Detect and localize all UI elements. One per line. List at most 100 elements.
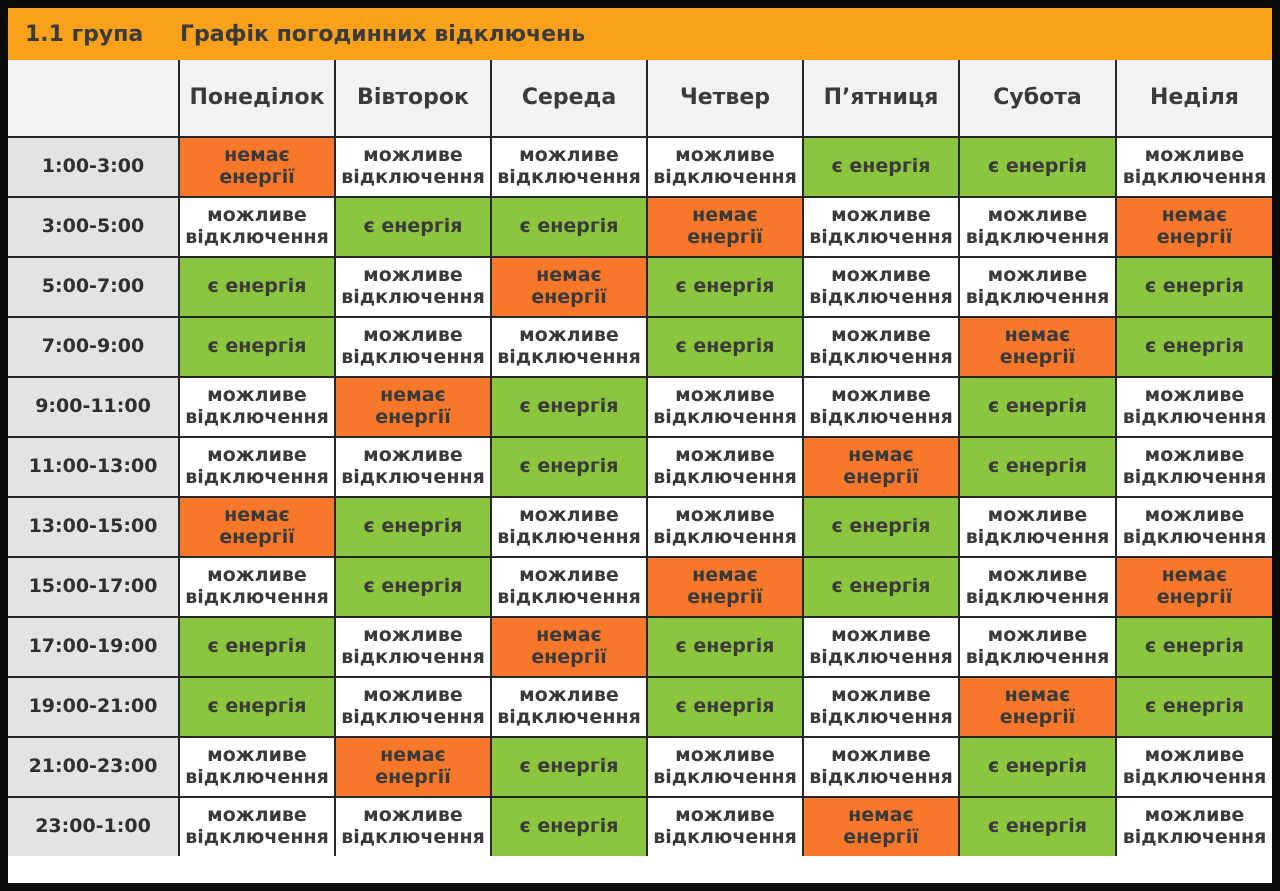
- status-text-line1: можливе: [1144, 384, 1245, 407]
- status-cell-maybe: можливе відключення: [490, 136, 648, 198]
- status-text-line1: немає: [692, 564, 758, 587]
- status-text: є енергія: [363, 575, 463, 598]
- status-text-line1: можливе: [831, 744, 931, 767]
- status-text-line1: немає: [1161, 204, 1228, 227]
- time-slot-row: 15:00-17:00 можливе відключення є енергія мо…: [8, 556, 1272, 618]
- day-header: Понеділок: [178, 60, 336, 138]
- status-cell-maybe: можливе відключення: [646, 136, 804, 198]
- status-text-line1: можливе: [1144, 444, 1245, 467]
- status-text-line2: енергії: [375, 766, 451, 788]
- status-text-line1: немає: [536, 264, 602, 287]
- status-text-line2: відключення: [809, 766, 953, 788]
- status-text-line2: відключення: [497, 706, 641, 728]
- status-cell-maybe: можливе відключення: [958, 496, 1117, 558]
- status-text-line2: відключення: [809, 706, 953, 728]
- status-cell-off: немає енергії: [334, 736, 492, 798]
- status-cell-on: є енергія: [958, 376, 1117, 438]
- status-text-line1: можливе: [831, 624, 931, 647]
- status-cell-maybe: можливе відключення: [802, 376, 960, 438]
- status-text-line2: відключення: [809, 346, 953, 368]
- status-text: є енергія: [519, 395, 619, 418]
- status-text-line1: можливе: [831, 684, 931, 707]
- status-text-line2: відключення: [341, 826, 485, 848]
- status-text-line2: енергії: [1156, 226, 1233, 248]
- status-text-line1: можливе: [519, 324, 619, 347]
- status-text-line2: відключення: [653, 766, 797, 788]
- status-cell-maybe: можливе відключення: [1115, 376, 1272, 438]
- status-cell-off: немає енергії: [490, 256, 648, 318]
- status-text: є енергія: [987, 815, 1088, 838]
- time-slot-label: 23:00-1:00: [8, 796, 180, 856]
- status-text-line2: відключення: [653, 526, 797, 548]
- status-text-line2: відключення: [341, 286, 485, 308]
- status-text-line1: можливе: [1144, 144, 1245, 167]
- status-text-line2: енергії: [843, 466, 919, 488]
- status-text: є енергія: [207, 695, 307, 718]
- status-cell-maybe: можливе відключення: [490, 496, 648, 558]
- status-cell-on: є енергія: [1115, 256, 1272, 318]
- status-cell-on: є енергія: [490, 436, 648, 498]
- status-cell-off: немає енергії: [802, 796, 960, 856]
- status-text-line2: енергії: [375, 406, 451, 428]
- page-title: Графік погодинних відключень: [180, 21, 586, 47]
- status-cell-on: є енергія: [958, 136, 1117, 198]
- status-text-line2: відключення: [341, 646, 485, 668]
- status-text-line2: відключення: [965, 286, 1110, 308]
- status-cell-maybe: можливе відключення: [802, 736, 960, 798]
- status-text-line1: немає: [692, 204, 758, 227]
- status-text-line2: відключення: [653, 406, 797, 428]
- status-cell-on: є енергія: [490, 196, 648, 258]
- status-text-line1: можливе: [675, 444, 775, 467]
- status-text: є енергія: [1144, 695, 1245, 718]
- status-cell-on: є енергія: [178, 316, 336, 378]
- status-cell-maybe: можливе відключення: [802, 196, 960, 258]
- status-cell-maybe: можливе відключення: [334, 796, 492, 856]
- status-text-line1: можливе: [675, 804, 775, 827]
- status-cell-maybe: можливе відключення: [334, 256, 492, 318]
- status-cell-on: є енергія: [646, 616, 804, 678]
- status-cell-on: є енергія: [490, 376, 648, 438]
- status-text: є енергія: [987, 755, 1088, 778]
- status-cell-maybe: можливе відключення: [490, 676, 648, 738]
- status-cell-maybe: можливе відключення: [1115, 136, 1272, 198]
- status-text-line1: немає: [1004, 324, 1071, 347]
- status-cell-maybe: можливе відключення: [958, 196, 1117, 258]
- status-cell-on: є енергія: [958, 736, 1117, 798]
- status-text-line1: немає: [848, 804, 914, 827]
- status-cell-on: є енергія: [178, 616, 336, 678]
- status-text-line2: відключення: [1122, 826, 1267, 848]
- status-cell-maybe: можливе відключення: [178, 196, 336, 258]
- status-cell-off: немає енергії: [646, 196, 804, 258]
- time-slot-row: 9:00-11:00 можливе відключення немає енергії…: [8, 376, 1272, 438]
- status-cell-maybe: можливе відключення: [1115, 736, 1272, 798]
- status-text: є енергія: [831, 575, 931, 598]
- time-slot-label: 1:00-3:00: [8, 136, 180, 198]
- status-text-line1: можливе: [519, 504, 619, 527]
- status-text-line1: немає: [536, 624, 602, 647]
- status-cell-on: є енергія: [178, 676, 336, 738]
- status-text-line2: відключення: [497, 586, 641, 608]
- time-slot-label: 5:00-7:00: [8, 256, 180, 318]
- status-text-line1: можливе: [207, 444, 307, 467]
- status-text-line2: відключення: [341, 166, 485, 188]
- status-text: є енергія: [363, 515, 463, 538]
- status-text-line1: можливе: [363, 144, 463, 167]
- status-cell-off: немає енергії: [958, 316, 1117, 378]
- status-text-line2: відключення: [497, 166, 641, 188]
- status-cell-off: немає енергії: [802, 436, 960, 498]
- status-text-line2: енергії: [531, 646, 607, 668]
- status-text-line1: можливе: [363, 264, 463, 287]
- outage-schedule-table: Понеділок Вівторок Середа Четвер П’ятниц…: [8, 60, 1272, 856]
- status-text: є енергія: [1144, 275, 1245, 298]
- status-cell-maybe: можливе відключення: [958, 256, 1117, 318]
- status-text-line2: відключення: [965, 226, 1110, 248]
- status-text-line1: можливе: [207, 384, 307, 407]
- status-cell-on: є енергія: [490, 796, 648, 856]
- status-text-line1: можливе: [675, 504, 775, 527]
- status-text-line1: можливе: [519, 684, 619, 707]
- status-text-line2: енергії: [1156, 586, 1233, 608]
- status-text-line2: енергії: [999, 346, 1076, 368]
- status-text-line2: енергії: [219, 166, 295, 188]
- status-text-line1: можливе: [987, 264, 1088, 287]
- status-cell-maybe: можливе відключення: [178, 736, 336, 798]
